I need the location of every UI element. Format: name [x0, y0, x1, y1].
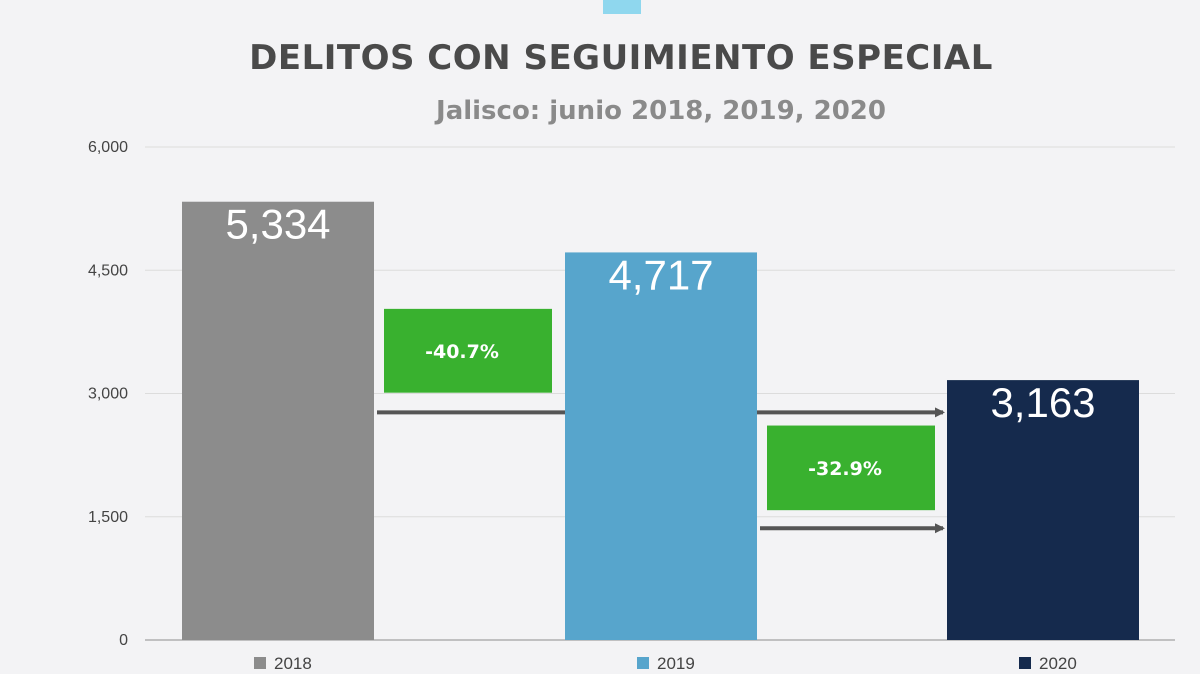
y-tick-label: 1,500	[88, 509, 128, 526]
y-tick-label: 3,000	[88, 386, 128, 403]
chart-title: DELITOS CON SEGUIMIENTO ESPECIAL	[249, 38, 993, 78]
top-accent-bar	[603, 0, 641, 14]
legend-label: 2020	[1039, 654, 1077, 673]
legend-swatch	[637, 657, 649, 669]
change-badge	[384, 308, 552, 393]
bar-value-label: 4,717	[608, 251, 713, 298]
legend-label: 2019	[657, 654, 695, 673]
bar-value-label: 3,163	[990, 379, 1095, 426]
change-badge-label: -32.9%	[808, 458, 882, 480]
change-badge-label: -40.7%	[425, 341, 499, 363]
legend-swatch	[1019, 657, 1031, 669]
y-tick-label: 6,000	[88, 139, 128, 156]
bar-2019	[565, 252, 757, 640]
chart-subtitle: Jalisco: junio 2018, 2019, 2020	[436, 96, 886, 126]
bar-2020	[947, 380, 1139, 640]
legend-label: 2018	[274, 654, 312, 673]
bar-value-label: 5,334	[225, 201, 330, 248]
change-badge	[767, 425, 935, 511]
legend-swatch	[254, 657, 266, 669]
y-tick-label: 4,500	[88, 262, 128, 279]
y-tick-label: 0	[119, 632, 128, 649]
bar-2018	[182, 201, 374, 640]
